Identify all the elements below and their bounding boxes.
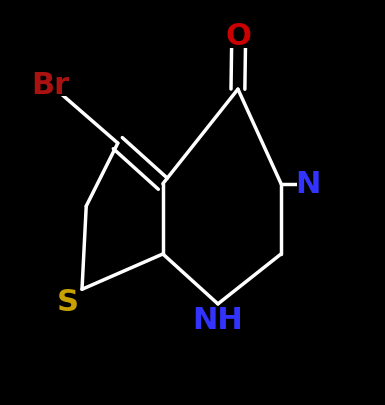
Text: S: S [56,287,79,316]
Bar [202,308,234,332]
Text: Br: Br [31,70,69,100]
Bar [228,24,249,49]
Text: NH: NH [192,305,243,335]
Bar [298,172,319,196]
Bar [57,290,78,314]
Bar [34,73,66,97]
Text: O: O [226,22,252,51]
Text: N: N [295,170,321,199]
